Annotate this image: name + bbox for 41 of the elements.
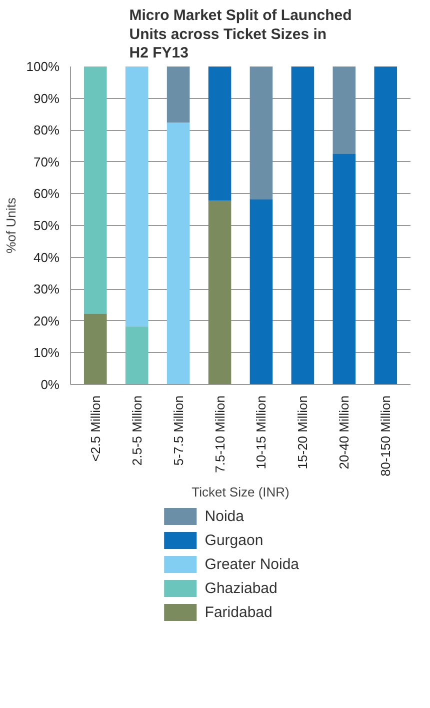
bar [84, 314, 107, 384]
legend-label: Noida [204, 508, 245, 525]
bar [208, 66, 232, 201]
x-tick-label: 80-150 Million [378, 395, 394, 476]
x-tick-label: 2.5-5 Million [129, 395, 144, 466]
y-tick-label: 70% [33, 154, 60, 170]
y-tick-label: 20% [33, 313, 60, 328]
bar [291, 66, 314, 384]
y-tick-label: 0% [40, 377, 60, 392]
bar [332, 66, 356, 154]
bar [125, 66, 148, 326]
chart-title: Micro Market Split of Launched Units across Ticket Sizes in H2 FY13 [129, 7, 352, 62]
y-tick-label: 40% [33, 250, 60, 265]
x-tick-label: 15-20 Million [295, 396, 310, 470]
y-tick-label: 10% [33, 345, 60, 360]
legend-label: Gurgaon [204, 532, 264, 549]
x-tick-label: 10-15 Million [254, 396, 269, 470]
x-tick-label: 20-40 Million [336, 396, 352, 470]
bar [166, 122, 190, 384]
x-tick-label: <2.5 Million [88, 395, 103, 462]
y-tick-label: 30% [33, 282, 60, 297]
y-axis-title: %of Units [3, 197, 18, 254]
y-tick-label: 80% [33, 122, 60, 138]
y-tick-label: 60% [33, 186, 60, 202]
bar [374, 66, 398, 384]
bar [84, 66, 107, 314]
bar [332, 154, 356, 384]
legend-label: Greater Noida [204, 556, 300, 573]
bar [250, 199, 273, 384]
bar [166, 66, 190, 122]
y-tick-label: 50% [33, 218, 60, 233]
y-tick-label: 100% [26, 59, 60, 74]
x-axis-title: Ticket Size (INR) [192, 484, 290, 500]
y-tick-label: 90% [33, 90, 60, 106]
legend-label: Faridabad [204, 604, 272, 621]
x-tick-label: 5-7.5 Million [170, 395, 186, 466]
x-tick-label: 7.5-10 Million [212, 395, 228, 473]
legend-label: Ghaziabad [204, 580, 278, 597]
bar [208, 200, 232, 384]
bar [125, 326, 148, 384]
bar [250, 66, 273, 200]
